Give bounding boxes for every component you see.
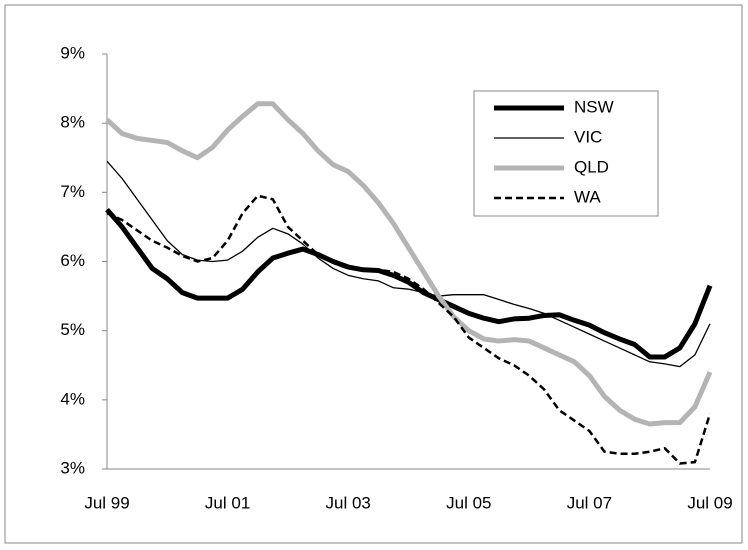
x-tick-label: Jul 03	[326, 493, 371, 512]
y-tick-label: 6%	[60, 251, 85, 270]
y-tick-label: 9%	[60, 43, 85, 62]
x-tick-label: Jul 07	[567, 493, 612, 512]
legend-label: QLD	[574, 157, 609, 176]
legend-label: VIC	[574, 127, 602, 146]
series-line	[105, 207, 713, 360]
x-tick-label: Jul 99	[84, 493, 129, 512]
y-tick-label: 8%	[60, 113, 85, 132]
legend-label: WA	[574, 187, 601, 206]
legend-box	[473, 90, 659, 217]
legend-label: NSW	[574, 97, 614, 116]
chart-border	[4, 4, 743, 544]
x-tick-label: Jul 01	[205, 493, 250, 512]
x-tick-label: Jul 09	[687, 493, 732, 512]
series-line	[106, 160, 711, 368]
y-tick-label: 4%	[60, 389, 85, 408]
series-line	[106, 194, 712, 465]
y-tick-label: 5%	[60, 320, 85, 339]
x-tick-label: Jul 05	[446, 493, 491, 512]
y-tick-label: 3%	[60, 458, 85, 477]
y-tick-label: 7%	[60, 182, 85, 201]
series-line	[105, 101, 713, 427]
